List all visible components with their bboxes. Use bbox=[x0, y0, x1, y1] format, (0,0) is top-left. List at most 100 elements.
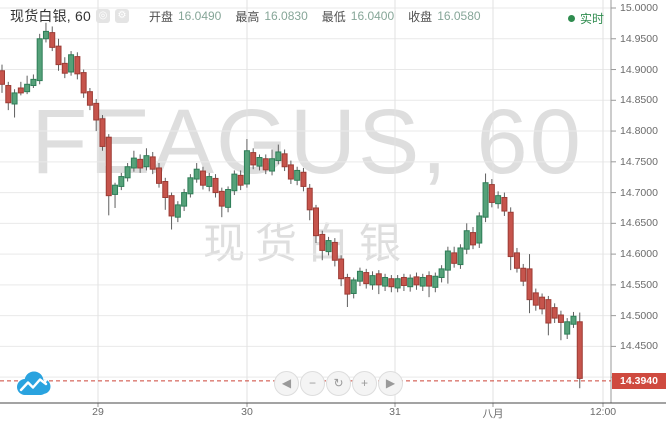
candle-down bbox=[150, 157, 155, 169]
time-axis-label: 八月 bbox=[483, 406, 504, 421]
candle-down bbox=[263, 159, 268, 170]
price-axis-label: 14.4500 bbox=[620, 340, 658, 352]
candle-down bbox=[56, 46, 61, 64]
candle-down bbox=[489, 185, 494, 203]
candle-down bbox=[81, 73, 86, 93]
candle-up bbox=[232, 174, 237, 191]
candle-down bbox=[345, 277, 350, 294]
candle-up bbox=[395, 279, 400, 288]
candle-down bbox=[314, 208, 319, 236]
candle-up bbox=[69, 55, 74, 72]
candle-down bbox=[219, 191, 224, 206]
candle-up bbox=[188, 178, 193, 194]
candle-down bbox=[376, 274, 381, 285]
candle-down bbox=[251, 153, 256, 165]
candle-up bbox=[464, 231, 469, 249]
open-value: 16.0490 bbox=[178, 9, 221, 23]
pan-right-button[interactable]: ▶ bbox=[378, 371, 403, 396]
candle-down bbox=[558, 315, 563, 322]
ohlc-readout: 开盘 16.0490 最高 16.0830 最低 16.0400 收盘 16.0… bbox=[149, 8, 481, 25]
candle-up bbox=[194, 169, 199, 179]
candle-down bbox=[94, 103, 99, 120]
candle-up bbox=[439, 269, 444, 278]
candle-up bbox=[408, 278, 413, 287]
candle-down bbox=[339, 259, 344, 279]
candle-down bbox=[163, 182, 168, 198]
gear-icon[interactable]: ⚙ bbox=[115, 9, 129, 23]
pan-left-button[interactable]: ◀ bbox=[274, 371, 299, 396]
zoom-out-button[interactable]: − bbox=[300, 371, 325, 396]
high-value: 16.0830 bbox=[264, 9, 307, 23]
price-axis-label: 14.7500 bbox=[620, 156, 658, 168]
candle-down bbox=[540, 297, 545, 309]
candle-down bbox=[169, 196, 174, 216]
price-axis-label: 14.6000 bbox=[620, 248, 658, 260]
zoom-in-button[interactable]: + bbox=[352, 371, 377, 396]
open-label: 开盘 bbox=[149, 8, 173, 25]
candle-down bbox=[552, 308, 557, 318]
candle-up bbox=[295, 170, 300, 180]
candle-up bbox=[433, 276, 438, 287]
candle-down bbox=[502, 198, 507, 212]
candle-down bbox=[301, 172, 306, 186]
candle-down bbox=[546, 300, 551, 323]
candle-up bbox=[351, 280, 356, 294]
chart-nav-controls: ◀−↻+▶ bbox=[274, 371, 404, 396]
realtime-label: 实时 bbox=[580, 10, 604, 27]
candle-down bbox=[200, 171, 205, 185]
candle-up bbox=[565, 322, 570, 334]
candle-down bbox=[427, 276, 432, 286]
candle-up bbox=[207, 177, 212, 187]
candle-up bbox=[270, 159, 275, 171]
candles-layer bbox=[0, 23, 582, 388]
eye-icon[interactable]: ◎ bbox=[96, 9, 110, 23]
candle-down bbox=[100, 119, 105, 147]
candle-up bbox=[119, 177, 124, 187]
symbol-title: 现货白银, 60 bbox=[10, 6, 91, 26]
candle-up bbox=[144, 156, 149, 167]
candle-up bbox=[370, 276, 375, 285]
candle-up bbox=[383, 277, 388, 286]
candle-up bbox=[125, 167, 130, 178]
candle-up bbox=[226, 190, 231, 208]
close-label: 收盘 bbox=[408, 8, 432, 25]
low-value: 16.0400 bbox=[351, 9, 394, 23]
realtime-indicator: 实时 bbox=[568, 10, 604, 27]
candle-down bbox=[238, 175, 243, 185]
close-value: 16.0580 bbox=[437, 9, 480, 23]
candle-down bbox=[50, 33, 55, 48]
candle-up bbox=[420, 277, 425, 286]
candle-up bbox=[571, 316, 576, 324]
candle-down bbox=[320, 234, 325, 250]
candle-up bbox=[326, 241, 331, 252]
candle-down bbox=[157, 168, 162, 183]
candle-up bbox=[37, 39, 42, 81]
cloud-icon bbox=[17, 372, 51, 396]
candle-down bbox=[0, 71, 5, 85]
candle-down bbox=[533, 293, 538, 305]
candle-up bbox=[182, 193, 187, 207]
candlestick-chart-canvas[interactable] bbox=[0, 0, 666, 422]
candle-down bbox=[75, 57, 80, 74]
price-axis-label: 14.7000 bbox=[620, 187, 658, 199]
broker-logo bbox=[16, 370, 52, 398]
candle-down bbox=[527, 269, 532, 300]
candle-down bbox=[389, 279, 394, 287]
reset-view-button[interactable]: ↻ bbox=[326, 371, 351, 396]
candle-up bbox=[175, 205, 180, 217]
candle-down bbox=[364, 273, 369, 284]
price-axis-label: 14.6500 bbox=[620, 217, 658, 229]
candle-down bbox=[106, 137, 111, 195]
candle-down bbox=[62, 63, 67, 73]
candle-down bbox=[288, 165, 293, 179]
candle-up bbox=[25, 84, 30, 91]
candle-down bbox=[514, 253, 519, 268]
candle-down bbox=[307, 188, 312, 210]
time-axis-label: 30 bbox=[241, 406, 253, 418]
candle-down bbox=[521, 268, 526, 281]
candle-down bbox=[213, 178, 218, 192]
candle-down bbox=[18, 88, 23, 93]
candle-up bbox=[445, 251, 450, 270]
candle-up bbox=[43, 31, 48, 38]
candle-down bbox=[282, 154, 287, 167]
